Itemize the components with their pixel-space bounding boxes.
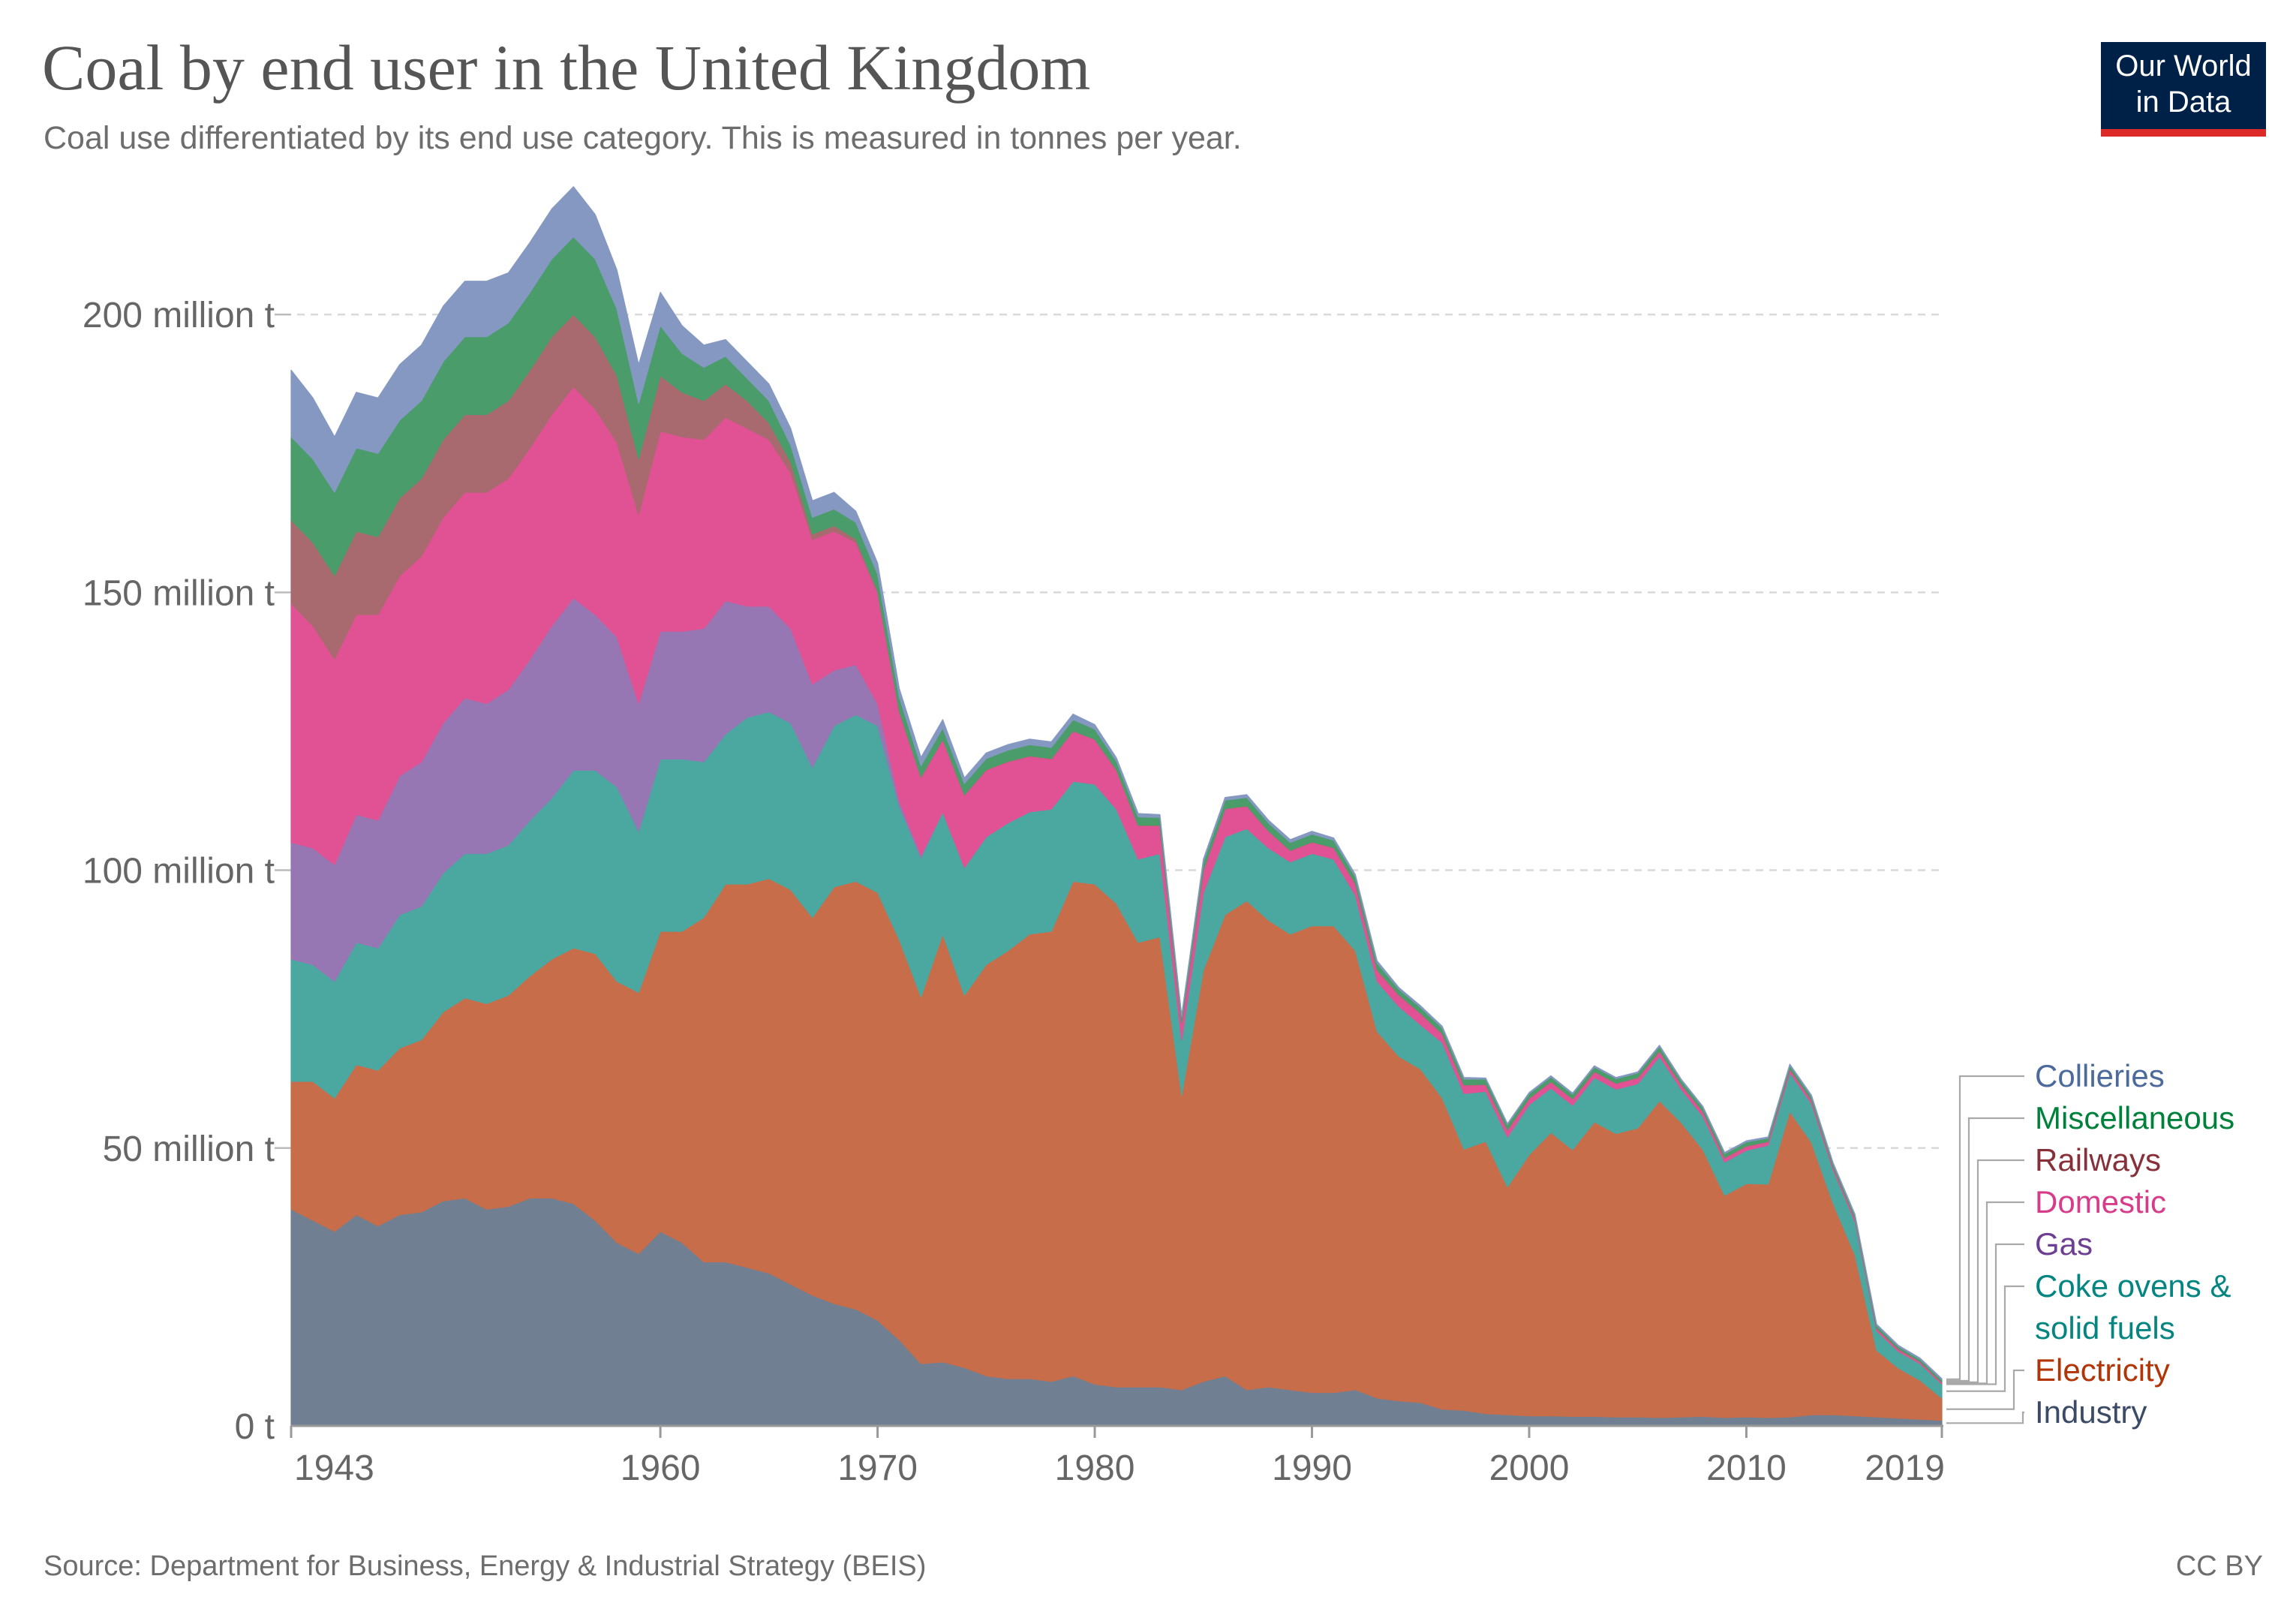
legend-label-railways[interactable]: Railways — [2035, 1142, 2161, 1177]
legend-label-miscellaneous[interactable]: Miscellaneous — [2035, 1100, 2234, 1135]
area-collieries[interactable] — [290, 186, 1943, 1381]
x-tick-label: 2010 — [1706, 1448, 1787, 1488]
legend-label-coke-ovens-solid-fuels[interactable]: Coke ovens & — [2035, 1268, 2231, 1304]
legend-label-electricity[interactable]: Electricity — [2035, 1352, 2170, 1388]
logo-line-2: in Data — [2135, 86, 2231, 119]
license-note[interactable]: CC BY — [2175, 1550, 2263, 1582]
owid-logo[interactable]: Our World in Data — [2101, 42, 2266, 137]
x-tick-label: 1970 — [837, 1448, 918, 1488]
legend-connector — [1946, 1075, 2024, 1380]
legend-connector — [1946, 1243, 2024, 1385]
legend-label-gas[interactable]: Gas — [2035, 1226, 2093, 1262]
legend[interactable]: Collieries Miscellaneous Railways Domestic G… — [1946, 1058, 2234, 1430]
legend-connector — [1946, 1369, 2024, 1410]
legend-connector — [1946, 1201, 2024, 1385]
legend-connector — [1946, 1411, 2024, 1424]
legend-label-coke-ovens-solid-fuels[interactable]: solid fuels — [2035, 1310, 2175, 1346]
y-tick-label: 0 t — [235, 1407, 275, 1447]
legend-label-industry[interactable]: Industry — [2035, 1394, 2147, 1430]
x-tick-label: 1980 — [1055, 1448, 1135, 1488]
legend-connector — [1946, 1117, 2024, 1382]
legend-connector — [1946, 1285, 2024, 1392]
legend-label-collieries[interactable]: Collieries — [2035, 1058, 2165, 1093]
legend-connector — [1946, 1159, 2024, 1383]
x-tick-label: 1960 — [621, 1448, 701, 1488]
y-tick-label: 150 million t — [83, 573, 275, 613]
axes — [290, 1424, 1943, 1438]
area-series[interactable] — [290, 186, 1943, 1427]
legend-label-domestic[interactable]: Domestic — [2035, 1184, 2166, 1220]
x-tick-label: 2000 — [1489, 1448, 1570, 1488]
chart-title: Coal by end user in the United Kingdom — [42, 32, 1091, 104]
x-tick-label: 2019 — [1865, 1448, 1945, 1488]
x-tick-label: 1990 — [1272, 1448, 1352, 1488]
y-tick-label: 200 million t — [83, 296, 275, 335]
logo-line-1: Our World — [2115, 50, 2252, 83]
x-axis-labels: 1943 1960 1970 1980 1990 2000 2010 2019 — [294, 1448, 1945, 1488]
chart-subtitle: Coal use differentiated by its end use c… — [44, 120, 1242, 156]
source-note[interactable]: Source: Department for Business, Energy … — [44, 1550, 927, 1582]
x-tick-label: 1943 — [294, 1448, 374, 1488]
y-tick-label: 100 million t — [83, 852, 275, 892]
y-tick-label: 50 million t — [103, 1129, 275, 1169]
y-axis-labels: 0 t 50 million t 100 million t 150 million … — [83, 296, 275, 1447]
